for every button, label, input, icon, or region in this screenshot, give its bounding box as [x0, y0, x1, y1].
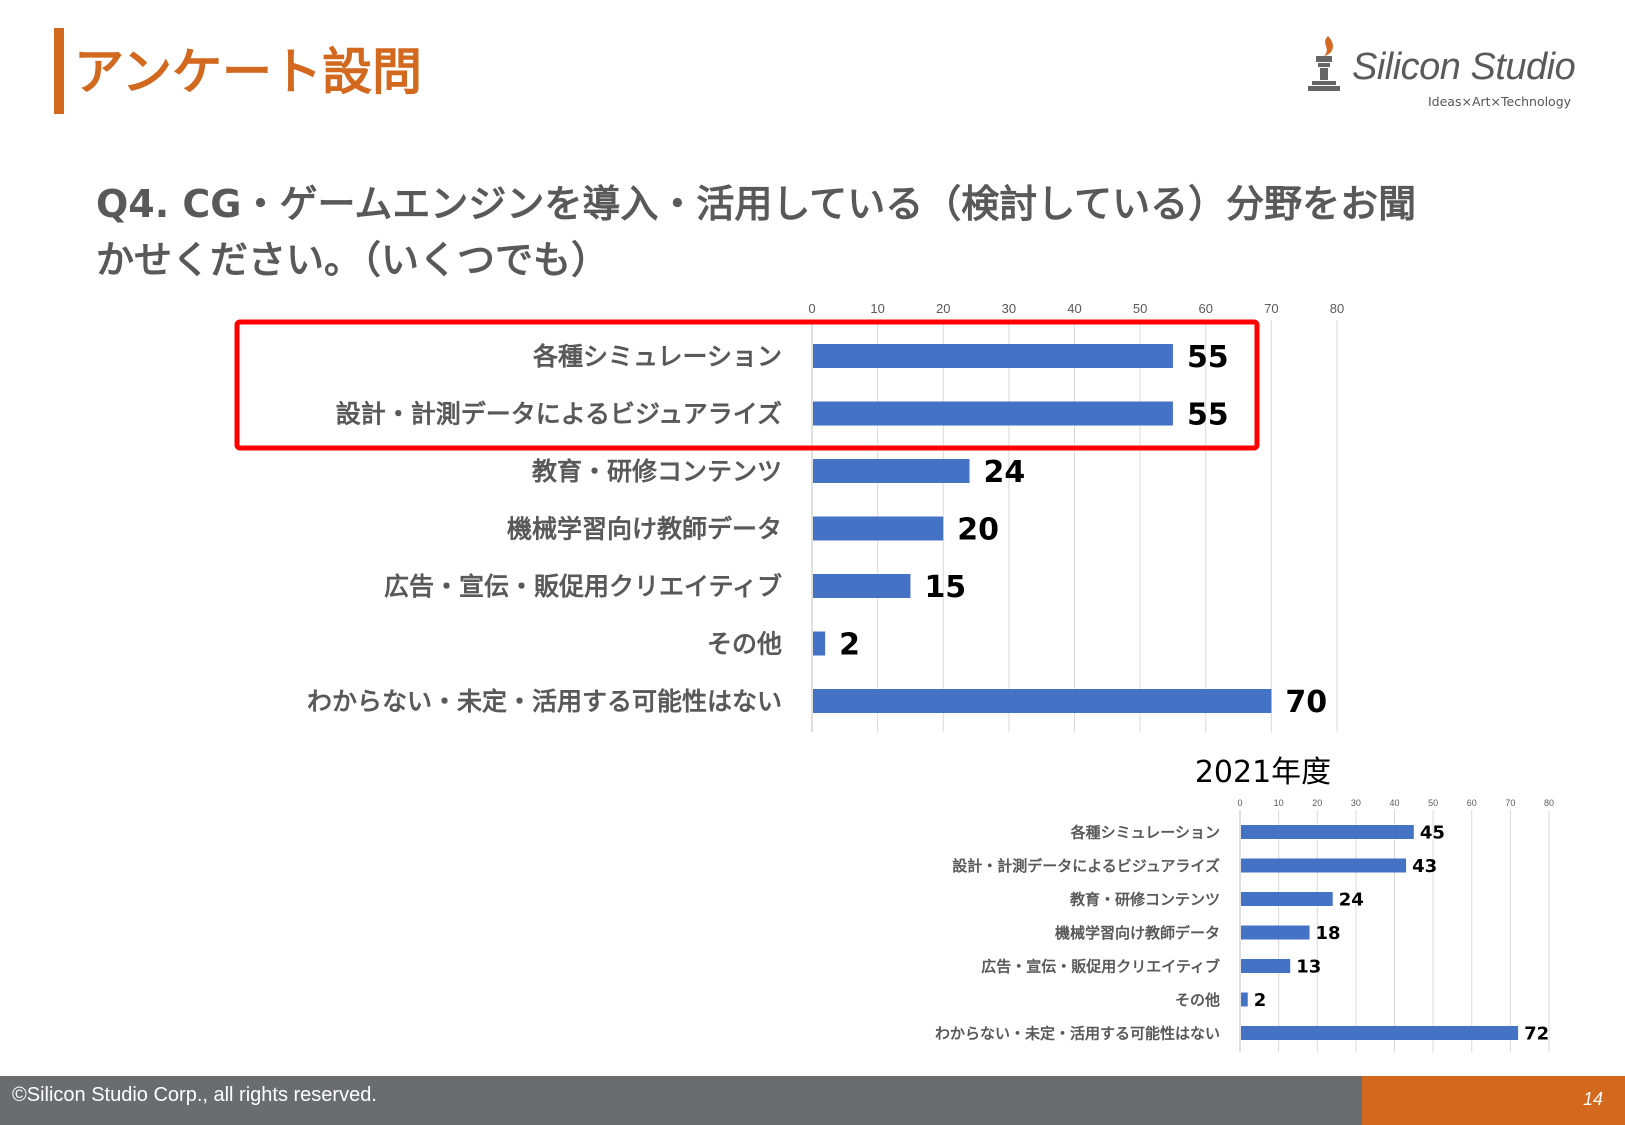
main-chart-category-label: 設計・計測データによるビジュアライズ	[336, 400, 782, 429]
question-text: Q4. CG・ゲームエンジンを導入・活用している（検討している）分野をお聞 かせ…	[96, 176, 1546, 288]
main-chart-bar	[813, 689, 1272, 713]
secondary-chart-value-label: 72	[1524, 1023, 1549, 1044]
main-chart-tick-label: 30	[1002, 301, 1016, 316]
main-chart-tick-label: 20	[936, 301, 950, 316]
slide-title: アンケート設問	[74, 43, 422, 101]
question-line-1: Q4. CG・ゲームエンジンを導入・活用している（検討している）分野をお聞	[96, 182, 1417, 226]
secondary-chart-category-label: 広告・宣伝・販促用クリエイティブ	[981, 957, 1220, 975]
secondary-chart-title: 2021年度	[1195, 755, 1331, 790]
main-chart-bar	[813, 631, 826, 656]
footer-gray-band: ©Silicon Studio Corp., all rights reserv…	[0, 1076, 1362, 1125]
secondary-chart-value-label: 43	[1412, 856, 1437, 877]
secondary-chart-category-label: 教育・研修コンテンツ	[1069, 890, 1220, 908]
secondary-chart-tick-label: 30	[1351, 798, 1361, 808]
torch-logo-icon	[1308, 36, 1340, 91]
main-chart-category-label: その他	[707, 630, 782, 659]
main-chart-value-label: 20	[957, 512, 999, 547]
main-chart-bar	[813, 401, 1173, 426]
main-chart-category-label: 教育・研修コンテンツ	[532, 457, 782, 486]
main-chart-bar	[813, 459, 970, 483]
footer-orange-band: 14	[1362, 1076, 1625, 1125]
secondary-chart-tick-label: 60	[1467, 798, 1477, 808]
main-chart-category-label: 広告・宣伝・販促用クリエイティブ	[384, 572, 782, 601]
main-chart-tick-label: 40	[1067, 301, 1081, 316]
main-chart-value-label: 70	[1285, 685, 1327, 720]
secondary-chart-bar	[1241, 858, 1407, 873]
title-accent-bar	[54, 28, 64, 114]
logo-name: Silicon Studio	[1352, 46, 1576, 88]
main-chart-category-label: わからない・未定・活用する可能性はない	[307, 687, 782, 716]
main-chart-value-label: 15	[924, 570, 966, 605]
secondary-chart-value-label: 13	[1296, 956, 1321, 977]
logo-tagline: Ideas×Art×Technology	[1428, 94, 1572, 109]
secondary-chart-tick-label: 0	[1237, 798, 1242, 808]
secondary-chart-category-label: 機械学習向け教師データ	[1055, 924, 1220, 942]
secondary-chart-category-label: その他	[1175, 991, 1220, 1009]
main-chart-tick-label: 50	[1133, 301, 1147, 316]
main-chart-bar	[813, 516, 944, 541]
main-chart-tick-label: 80	[1330, 301, 1344, 316]
main-chart-value-label: 55	[1187, 340, 1229, 375]
copyright-text: ©Silicon Studio Corp., all rights reserv…	[12, 1084, 377, 1106]
secondary-chart-value-label: 18	[1316, 923, 1341, 944]
secondary-chart-bar	[1241, 892, 1333, 906]
main-chart-tick-label: 10	[870, 301, 884, 316]
main-chart-value-label: 55	[1187, 397, 1229, 432]
main-chart-bar	[813, 344, 1173, 368]
secondary-chart-value-label: 24	[1339, 889, 1364, 910]
main-chart-tick-label: 60	[1199, 301, 1213, 316]
secondary-chart-bar	[1241, 1026, 1519, 1040]
secondary-chart-value-label: 2	[1254, 990, 1267, 1011]
secondary-chart-bar	[1241, 925, 1310, 940]
secondary-chart-bar	[1241, 992, 1248, 1007]
main-chart-tick-label: 0	[808, 301, 815, 316]
question-line-2: かせください。（いくつでも）	[96, 238, 610, 282]
highlight-box	[234, 319, 1260, 451]
main-chart-value-label: 24	[984, 455, 1026, 490]
secondary-chart-category-label: わからない・未定・活用する可能性はない	[935, 1024, 1220, 1042]
secondary-chart-category-label: 各種シミュレーション	[1070, 823, 1220, 841]
main-chart-bar	[813, 574, 911, 598]
main-chart-value-label: 2	[839, 627, 860, 662]
secondary-chart-value-label: 45	[1420, 822, 1445, 843]
secondary-chart-category-label: 設計・計測データによるビジュアライズ	[952, 857, 1220, 875]
footer: ©Silicon Studio Corp., all rights reserv…	[0, 1076, 1625, 1125]
secondary-chart-bar	[1241, 825, 1414, 839]
page-number: 14	[1582, 1089, 1603, 1109]
secondary-chart-tick-label: 70	[1505, 798, 1515, 808]
company-logo: Silicon Studio Ideas×Art×Technology	[1300, 28, 1610, 118]
secondary-chart-tick-label: 80	[1544, 798, 1554, 808]
secondary-chart-tick-label: 50	[1428, 798, 1438, 808]
main-chart-category-label: 機械学習向け教師データ	[507, 515, 782, 544]
secondary-chart-tick-label: 40	[1389, 798, 1399, 808]
secondary-chart-bar	[1241, 959, 1291, 973]
secondary-chart-tick-label: 20	[1312, 798, 1322, 808]
main-chart-category-label: 各種シミュレーション	[532, 342, 782, 371]
secondary-chart-tick-label: 10	[1274, 798, 1284, 808]
main-chart-tick-label: 70	[1264, 301, 1278, 316]
